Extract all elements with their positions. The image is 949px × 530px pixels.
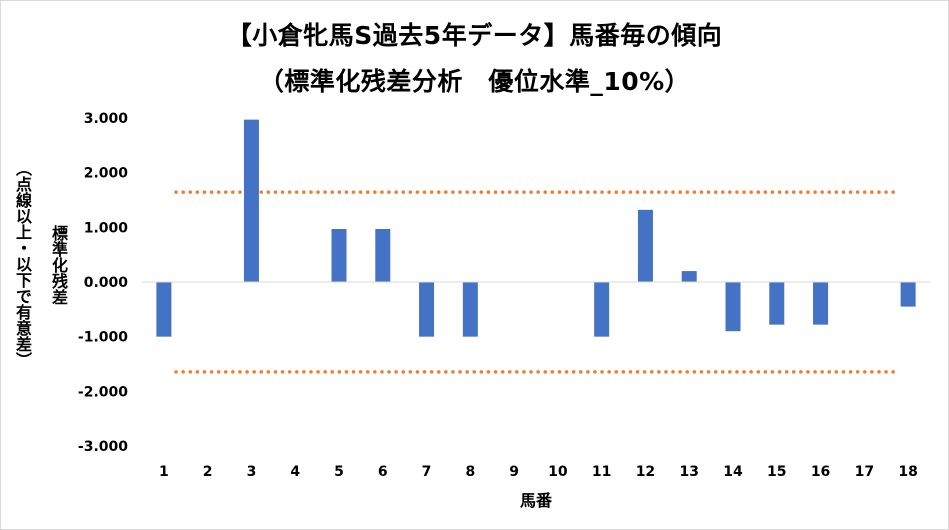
bar-3: [243, 119, 259, 282]
y-tick-label: -3.000: [78, 439, 128, 455]
x-tick-label: 12: [636, 464, 655, 480]
x-tick-label: 3: [247, 464, 257, 480]
bar-12: [637, 209, 653, 282]
x-axis-ticks: 1 2 3 4 5 6 7 8 9 10 11 12 13 14 15 16 17 18: [159, 464, 918, 480]
bar-7: [419, 282, 435, 337]
x-tick-label: 2: [203, 464, 213, 480]
y-tick-label: 2.000: [84, 166, 129, 182]
bar-14: [725, 282, 741, 332]
x-tick-label: 14: [723, 464, 743, 480]
x-tick-label: 13: [679, 464, 698, 480]
y-axis-ticks: 3.000 2.000 1.000 0.000 -1.000 -2.000 -3.000: [78, 111, 128, 455]
x-tick-label: 9: [509, 464, 519, 480]
y-axis-note: （点線以上・以下で有意差）: [13, 160, 32, 368]
x-tick-label: 18: [898, 464, 917, 480]
x-tick-label: 7: [422, 464, 432, 480]
x-tick-label: 6: [378, 464, 388, 480]
x-tick-label: 17: [855, 464, 874, 480]
threshold-lines: [174, 190, 902, 374]
x-tick-label: 10: [548, 464, 568, 480]
bar-15: [769, 282, 785, 325]
y-tick-label: 1.000: [84, 220, 129, 236]
x-tick-label: 16: [811, 464, 830, 480]
bar-16: [813, 282, 829, 325]
x-tick-label: 5: [334, 464, 344, 480]
y-tick-label: 0.000: [84, 275, 129, 291]
chart-title: 【小倉牝馬S過去5年データ】馬番毎の傾向: [226, 21, 723, 50]
bar-5: [331, 228, 347, 282]
bar-8: [462, 282, 478, 337]
y-axis-title-group: 標準化残差 （点線以上・以下で有意差）: [2, 140, 82, 440]
x-tick-label: 1: [159, 464, 169, 480]
x-tick-label: 15: [767, 464, 786, 480]
y-tick-label: -1.000: [78, 330, 128, 346]
bar-13: [681, 271, 697, 282]
bar-6: [375, 228, 391, 282]
bar-1: [156, 282, 172, 337]
x-tick-label: 4: [290, 464, 300, 480]
y-axis-title: 標準化残差: [49, 225, 68, 305]
y-tick-label: 3.000: [84, 111, 129, 127]
chart-subtitle: （標準化残差分析 優位水準_10%）: [258, 67, 691, 96]
y-tick-label: -2.000: [78, 384, 128, 400]
x-axis-title: 馬番: [520, 491, 553, 510]
bar-18: [900, 282, 916, 307]
bars: [156, 119, 916, 337]
x-tick-label: 11: [592, 464, 611, 480]
bar-11: [594, 282, 610, 337]
x-tick-label: 8: [465, 464, 475, 480]
